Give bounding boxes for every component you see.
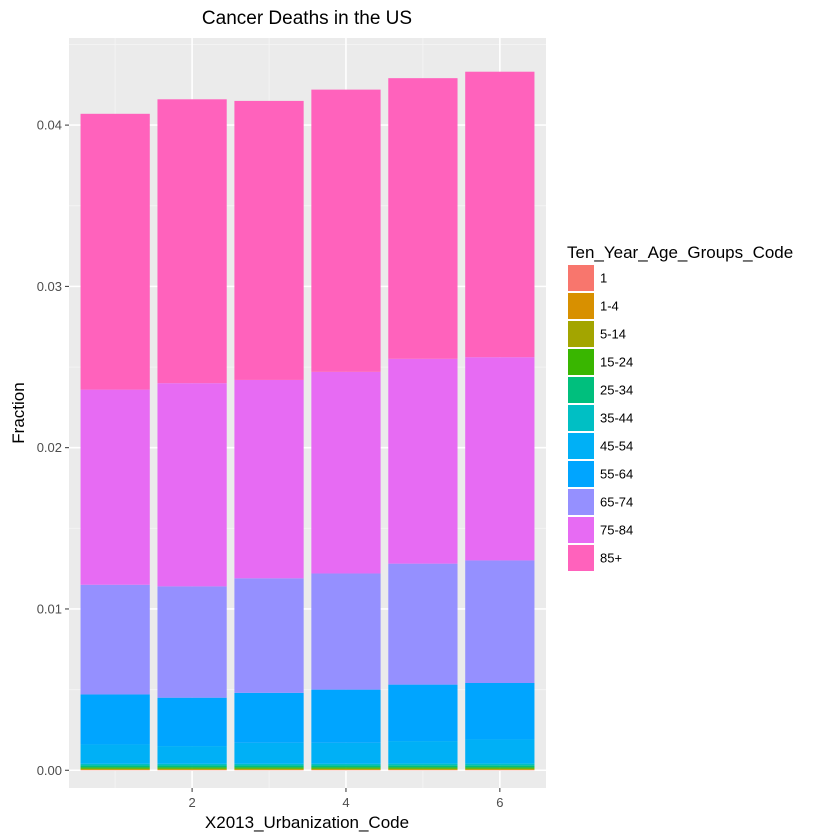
bar-segment bbox=[157, 768, 227, 770]
y-axis: 0.00 0.01 0.02 0.03 0.04 bbox=[37, 118, 69, 778]
bar-segment bbox=[388, 768, 458, 770]
bar-segment bbox=[311, 765, 381, 768]
bar-segment bbox=[465, 765, 535, 768]
legend-key bbox=[568, 461, 594, 487]
legend-label: 85+ bbox=[600, 551, 622, 566]
bar-segment bbox=[465, 767, 535, 769]
bar-segment bbox=[157, 767, 227, 769]
legend-key bbox=[568, 293, 594, 319]
bar-segment bbox=[388, 563, 458, 685]
bar-segment bbox=[388, 767, 458, 769]
bar-segment bbox=[465, 739, 535, 764]
bar-segment bbox=[80, 584, 150, 695]
bar-segment bbox=[311, 573, 381, 690]
y-tick-label: 0.04 bbox=[37, 118, 62, 133]
x-tick-label: 4 bbox=[342, 795, 349, 810]
bar-segment bbox=[234, 578, 304, 693]
bar-segment bbox=[80, 694, 150, 745]
y-tick-label: 0.03 bbox=[37, 279, 62, 294]
bar-segment bbox=[465, 357, 535, 561]
legend-key bbox=[568, 517, 594, 543]
bar-segment bbox=[465, 71, 535, 358]
bar-segment bbox=[311, 371, 381, 574]
bar-segment bbox=[80, 744, 150, 764]
legend-key bbox=[568, 377, 594, 403]
bar-segment bbox=[388, 763, 458, 766]
bar-stacks bbox=[80, 71, 535, 771]
bar-segment bbox=[311, 768, 381, 770]
bar-segment bbox=[157, 746, 227, 764]
x-tick-label: 6 bbox=[496, 795, 503, 810]
bar-segment bbox=[311, 689, 381, 743]
legend-label: 15-24 bbox=[600, 355, 633, 370]
x-axis: 2 4 6 bbox=[188, 788, 503, 810]
legend-key bbox=[568, 265, 594, 291]
legend-label: 45-54 bbox=[600, 439, 633, 454]
bar-segment bbox=[388, 765, 458, 768]
legend-key bbox=[568, 405, 594, 431]
legend-label: 75-84 bbox=[600, 523, 633, 538]
y-tick-label: 0.02 bbox=[37, 440, 62, 455]
legend-key bbox=[568, 321, 594, 347]
bar-segment bbox=[80, 113, 150, 390]
y-tick-label: 0.01 bbox=[37, 601, 62, 616]
legend-key bbox=[568, 433, 594, 459]
legend-label: 55-64 bbox=[600, 467, 633, 482]
bar-segment bbox=[311, 89, 381, 372]
bar-segment bbox=[157, 99, 227, 384]
x-tick-label: 2 bbox=[188, 795, 195, 810]
bar-segment bbox=[388, 78, 458, 359]
legend-label: 1 bbox=[600, 271, 607, 286]
bar-segment bbox=[388, 684, 458, 742]
legend-key bbox=[568, 489, 594, 515]
y-tick-label: 0.00 bbox=[37, 763, 62, 778]
legend-key bbox=[568, 349, 594, 375]
legend: Ten_Year_Age_Groups_Code 1 1-4 5-14 15-24 25… bbox=[567, 243, 793, 571]
bar-segment bbox=[157, 383, 227, 587]
legend-label: 5-14 bbox=[600, 327, 626, 342]
bar-segment bbox=[465, 768, 535, 770]
bar-segment bbox=[234, 692, 304, 743]
bar-segment bbox=[157, 586, 227, 698]
bar-segment bbox=[234, 768, 304, 770]
y-axis-title: Fraction bbox=[9, 382, 28, 443]
bar-segment bbox=[234, 379, 304, 579]
bar-segment bbox=[234, 763, 304, 766]
bar-segment bbox=[80, 767, 150, 769]
bar-segment bbox=[465, 560, 535, 683]
bar-segment bbox=[311, 763, 381, 766]
bar-segment bbox=[157, 763, 227, 766]
legend-key bbox=[568, 545, 594, 571]
x-axis-title: X2013_Urbanization_Code bbox=[205, 813, 409, 832]
legend-label: 25-34 bbox=[600, 383, 633, 398]
chart-title: Cancer Deaths in the US bbox=[202, 8, 412, 29]
bar-segment bbox=[80, 389, 150, 585]
bar-segment bbox=[234, 100, 304, 380]
bar-segment bbox=[465, 683, 535, 740]
bar-segment bbox=[465, 763, 535, 766]
bar-segment bbox=[234, 767, 304, 769]
legend-label: 65-74 bbox=[600, 495, 633, 510]
bar-segment bbox=[388, 741, 458, 764]
legend-title: Ten_Year_Age_Groups_Code bbox=[567, 243, 793, 262]
bar-segment bbox=[234, 742, 304, 764]
bar-segment bbox=[157, 697, 227, 747]
legend-label: 35-44 bbox=[600, 411, 633, 426]
bar-segment bbox=[80, 768, 150, 770]
bar-segment bbox=[157, 765, 227, 768]
bar-segment bbox=[80, 765, 150, 768]
bar-segment bbox=[234, 765, 304, 768]
bar-segment bbox=[80, 763, 150, 766]
bar-segment bbox=[388, 358, 458, 564]
bar-segment bbox=[311, 767, 381, 769]
bar-segment bbox=[311, 742, 381, 764]
legend-label: 1-4 bbox=[600, 299, 619, 314]
